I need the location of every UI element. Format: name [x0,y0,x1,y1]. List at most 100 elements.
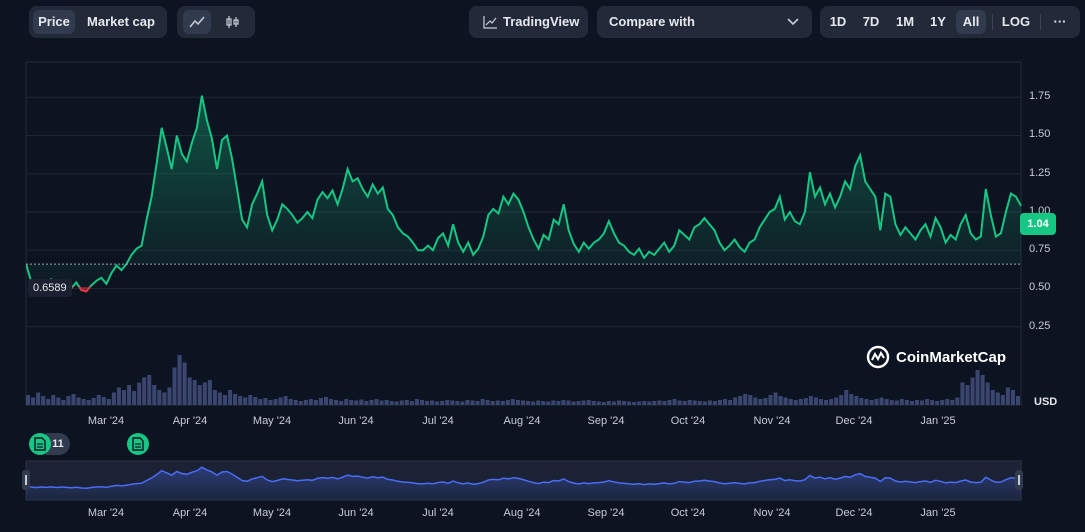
tab-price[interactable]: Price [33,10,75,34]
y-tick-label: 1.50 [1029,128,1051,141]
volume-bar [268,400,273,405]
volume-bar [308,399,313,405]
more-options-button[interactable]: ··· [1053,14,1067,29]
volume-bar [919,400,925,405]
volume-bar [127,385,132,405]
range-1m[interactable]: 1M [895,14,915,29]
volume-bar [450,400,455,405]
volume-bar [657,400,662,405]
volume-bar [697,401,702,405]
log-scale-toggle[interactable]: LOG [1001,14,1031,29]
volume-bar [869,400,874,405]
event-count-badge[interactable]: 11 [46,433,70,455]
volume-bar [909,401,914,405]
volume-bar [334,400,339,405]
volume-bar [950,400,955,405]
volume-bar [197,385,202,405]
range-1y[interactable]: 1Y [930,14,946,29]
volume-bar [768,395,773,405]
volume-bar [975,370,980,405]
x-tick-label: May '24 [252,415,292,427]
navigator-fill [26,467,1021,500]
volume-bar [591,401,596,405]
volume-bar [743,394,748,405]
range-navigator[interactable] [25,460,1022,501]
volume-bar [672,399,677,405]
volume-bar [829,399,834,405]
volume-bar [61,400,66,405]
volume-bar [389,401,394,405]
trend-chart-icon [483,16,497,29]
x-tick-label: Jan '25 [920,415,956,427]
volume-bar [228,390,233,405]
compare-with-select[interactable]: Compare with [597,6,812,38]
range-7d[interactable]: 7D [862,14,880,29]
volume-bar [616,400,621,405]
navigator-left-handle[interactable] [22,470,30,490]
volume-bar [798,399,803,405]
candlestick-button[interactable] [219,10,247,34]
volume-bar [712,401,717,405]
y-tick-label: 0.50 [1029,281,1051,294]
event-marker[interactable] [29,433,51,455]
volume-bar [1000,395,1005,405]
volume-bar [66,396,71,405]
volume-bar [940,400,945,405]
volume-bar [753,397,758,405]
coinmarketcap-watermark: CoinMarketCap [866,344,1006,370]
volume-bar [601,402,606,405]
volume-bar [101,397,106,405]
volume-bar [177,355,182,405]
volume-bar [647,401,652,405]
volume-bar [480,399,485,405]
volume-bar [526,401,531,405]
event-marker[interactable] [127,433,149,455]
volume-bar [96,395,101,405]
volume-bar [288,399,293,405]
volume-bar [834,397,839,405]
volume-bar [243,397,248,405]
volume-bar [81,399,86,405]
volume-bar [965,385,970,405]
volume-bar [935,401,940,405]
volume-bar [667,400,672,405]
volume-bar [985,382,990,405]
volume-bar [606,401,611,405]
volume-bar [147,375,152,405]
volume-bar [899,399,904,405]
range-all[interactable]: All [956,10,986,34]
volume-bar [344,399,349,405]
tab-market-cap[interactable]: Market cap [87,14,155,29]
volume-bar [298,401,303,405]
volume-bar [566,400,571,405]
range-1d[interactable]: 1D [829,14,847,29]
volume-bar [318,398,323,405]
volume-bar [76,397,81,405]
y-tick-label: 1.75 [1029,90,1051,103]
price-area [26,95,1022,293]
navigator-line [25,466,1022,489]
x-tick-label: Oct '24 [670,415,706,427]
volume-bar [662,401,667,405]
candlestick-icon [226,16,239,28]
tradingview-button[interactable]: TradingView [469,6,588,38]
volume-bar [394,401,399,405]
price-marketcap-tabs: Price Market cap [29,6,167,38]
tradingview-label: TradingView [503,14,580,29]
volume-bar [253,397,258,405]
line-chart-button[interactable] [183,10,211,34]
y-tick-label: 0.75 [1029,243,1051,256]
volume-bars [26,355,1020,405]
navigator-right-handle[interactable] [1015,470,1023,490]
x-tick-label: Apr '24 [172,415,208,427]
volume-bar [293,400,298,405]
volume-bar [536,400,541,405]
volume-bar [551,400,556,405]
navigator-tick-label: Sep '24 [587,507,625,519]
volume-bar [142,377,147,405]
coinmarketcap-logo-icon [866,345,890,369]
chevron-down-icon [787,18,799,26]
volume-bar [874,399,879,405]
volume-bar [283,396,288,405]
